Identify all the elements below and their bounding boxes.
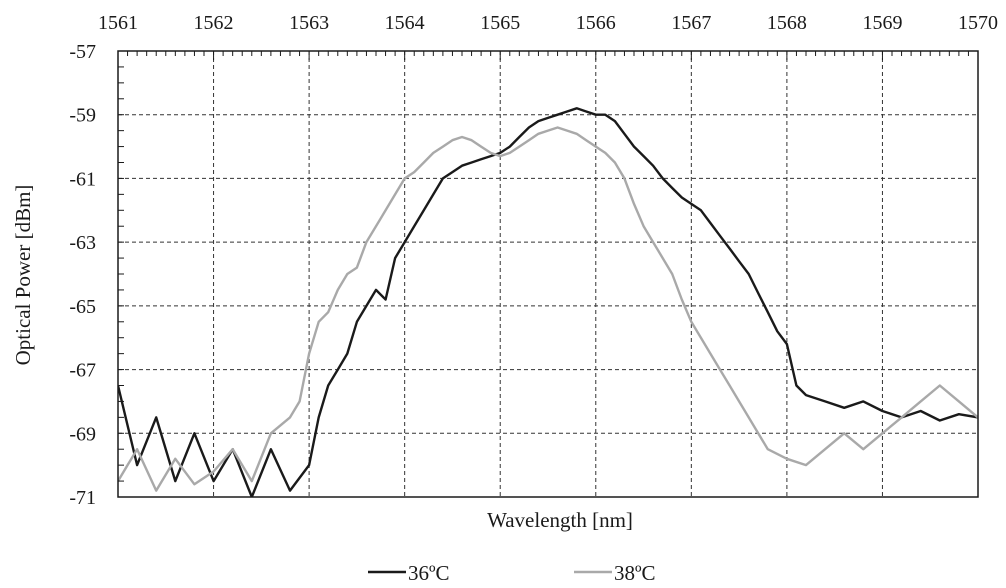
y-tick-label: -61 <box>69 168 96 190</box>
x-tick-label: 1564 <box>385 12 425 34</box>
series-line-38c <box>118 126 978 492</box>
y-tick-label: -69 <box>69 423 96 445</box>
legend: 36ºC 38ºC <box>368 561 656 585</box>
series-layer <box>118 107 978 497</box>
x-tick-label: 1567 <box>671 12 711 34</box>
y-tick-label: -57 <box>69 41 96 63</box>
x-tick-labels: 1561 1562 1563 1564 1565 1566 1567 1568 1569 1570 <box>98 12 998 34</box>
x-tick-label: 1561 <box>98 12 138 34</box>
y-tick-label: -59 <box>69 105 96 127</box>
legend-item: 38ºC <box>574 561 656 585</box>
y-tick-label: -65 <box>69 296 96 318</box>
series-line-36c <box>118 107 978 497</box>
y-tick-labels: -57 -59 -61 -63 -65 -67 -69 -71 <box>69 41 96 509</box>
minor-ticks <box>117 50 979 498</box>
y-tick-label: -63 <box>69 232 96 254</box>
grid-lines <box>118 51 978 497</box>
x-tick-label: 1563 <box>289 12 329 34</box>
x-axis-title: Wavelength [nm] <box>487 508 633 532</box>
legend-label: 38ºC <box>614 561 656 585</box>
x-tick-label: 1566 <box>576 12 616 34</box>
legend-label: 36ºC <box>408 561 450 585</box>
x-tick-label: 1569 <box>862 12 902 34</box>
x-tick-label: 1562 <box>194 12 234 34</box>
x-tick-label: 1570 <box>958 12 998 34</box>
y-tick-label: -71 <box>69 487 96 509</box>
x-tick-label: 1568 <box>767 12 807 34</box>
x-tick-label: 1565 <box>480 12 520 34</box>
y-tick-label: -67 <box>69 360 96 382</box>
y-axis-title: Optical Power [dBm] <box>11 185 35 366</box>
legend-item: 36ºC <box>368 561 450 585</box>
